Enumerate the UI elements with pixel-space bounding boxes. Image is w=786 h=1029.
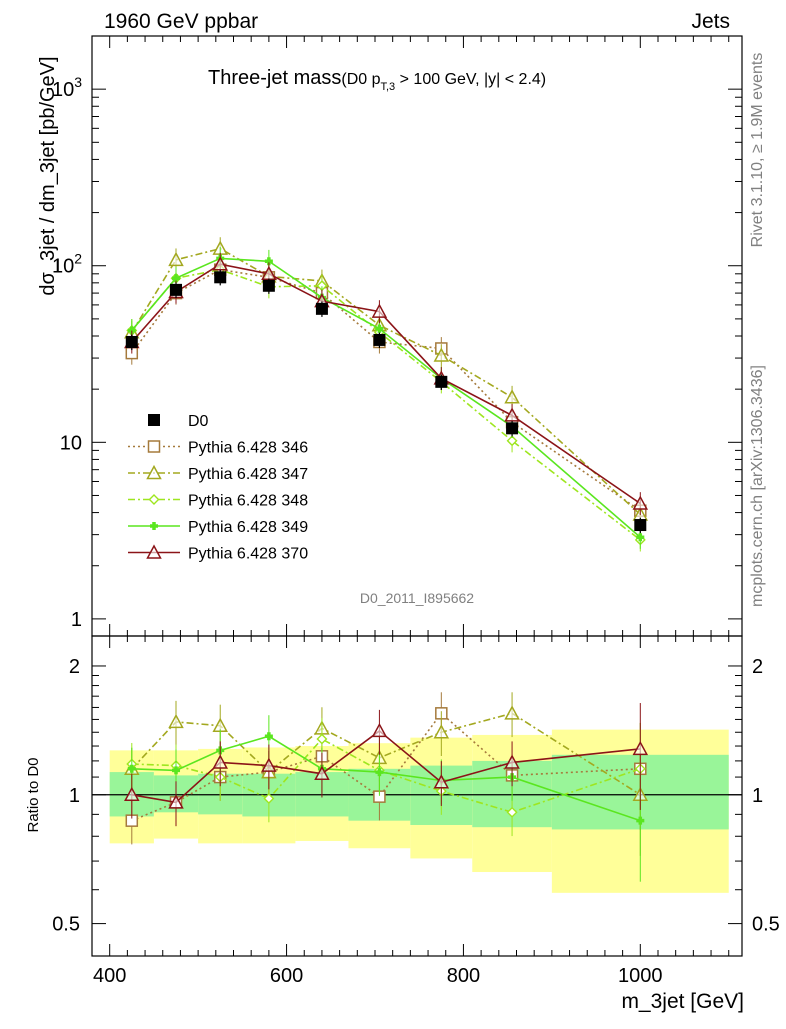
data-point <box>506 435 518 447</box>
ratio-point <box>127 764 136 773</box>
ratio-point <box>168 794 184 809</box>
ratio-series-pythia-6-428-370 <box>124 703 649 827</box>
x-axis-label: m_3jet [GeV] <box>621 990 744 1013</box>
legend-label: Pythia 6.428 347 <box>188 466 308 483</box>
ratio-point <box>316 733 328 745</box>
legend-marker <box>148 414 160 426</box>
ratio-y-tick-label: 2 <box>69 656 80 678</box>
ratio-point <box>371 722 388 738</box>
data-point <box>433 347 450 362</box>
data-point <box>504 407 520 422</box>
main-y-label: dσ_3jet / dm_3jet [pb/GeV] <box>37 56 59 295</box>
ratio-point <box>506 806 518 818</box>
y-tick-label: 10 <box>60 432 82 454</box>
ratio-point <box>504 754 520 769</box>
legend: D0 Pythia 6.428 346 Pythia 6.428 347 Pythia… <box>128 413 308 563</box>
legend-entry: Pythia 6.428 370 <box>128 544 308 563</box>
data-point <box>315 302 328 315</box>
ratio-point <box>261 757 277 772</box>
ratio-point <box>263 793 275 805</box>
ratio-panel: 400 600 800 1000 0.5 0.5 1 1 2 2 Ratio to D0 m_3j… <box>25 635 780 1013</box>
x-tick-label: 1000 <box>618 965 663 987</box>
ratio-y-tick-label-right: 2 <box>752 656 763 678</box>
legend-label: Pythia 6.428 346 <box>188 440 308 457</box>
legend-entry: Pythia 6.428 346 <box>128 440 308 457</box>
series-d0 <box>125 269 647 534</box>
legend-label: Pythia 6.428 370 <box>188 546 308 563</box>
data-point <box>168 251 184 267</box>
energy-label: 1960 GeV ppbar <box>104 10 258 33</box>
ratio-y-tick-label-right: 0.5 <box>752 914 780 936</box>
data-point <box>262 279 275 292</box>
legend-marker <box>146 544 162 559</box>
ratio-point <box>124 786 140 802</box>
data-point <box>371 303 388 318</box>
y-tick-label: 102 <box>52 251 82 278</box>
process-label: Jets <box>691 10 730 33</box>
y-tick-label: 103 <box>52 74 82 101</box>
ratio-y-tick-label-right: 1 <box>752 785 763 807</box>
data-point <box>375 324 384 333</box>
x-tick-label: 400 <box>93 965 126 987</box>
legend-marker <box>147 440 161 453</box>
legend-marker <box>148 494 160 505</box>
legend-entry: D0 <box>148 413 209 430</box>
series-line <box>131 268 641 512</box>
ratio-point <box>168 713 184 729</box>
data-point <box>214 271 227 284</box>
legend-label: Pythia 6.428 349 <box>188 519 308 536</box>
ratio-point <box>433 774 450 789</box>
ratio-point <box>212 754 228 769</box>
title-detail-b: > 100 GeV, |y| < 2.4) <box>395 71 546 88</box>
x-tick-label: 800 <box>447 965 480 987</box>
data-point <box>212 256 228 271</box>
data-point <box>632 495 649 510</box>
title-detail-sub: T,3 <box>381 81 396 93</box>
data-point <box>125 335 138 348</box>
ratio-point <box>314 765 330 780</box>
legend-label: D0 <box>188 413 209 430</box>
data-point <box>504 389 520 404</box>
ratio-point <box>632 740 649 756</box>
ratio-point <box>636 816 645 825</box>
ratio-y-label: Ratio to D0 <box>25 757 42 832</box>
data-point <box>636 533 645 542</box>
data-point <box>373 333 386 346</box>
main-panel: 1 10 102 103 D0 Pythia 6.428 346 Pythia 6.428… <box>37 35 743 637</box>
main-series <box>124 237 649 552</box>
ratio-point <box>172 766 181 775</box>
title-main: Three-jet mass <box>208 67 341 89</box>
legend-marker <box>146 464 162 480</box>
ratio-axes: 400 600 800 1000 0.5 0.5 1 1 2 2 <box>52 635 780 987</box>
ratio-frame <box>91 635 743 957</box>
legend-entry: Pythia 6.428 347 <box>128 464 308 483</box>
data-point <box>506 422 519 435</box>
legend-label: Pythia 6.428 348 <box>188 493 308 510</box>
y-tick-label: 1 <box>71 609 82 631</box>
ratio-y-tick-label: 1 <box>69 785 80 807</box>
main-axes: 1 10 102 103 <box>52 35 743 637</box>
ratio-y-tick-label: 0.5 <box>52 914 80 936</box>
ratio-series <box>124 692 649 882</box>
data-point <box>170 283 183 296</box>
x-tick-label: 600 <box>270 965 303 987</box>
legend-entry: Pythia 6.428 348 <box>128 493 308 510</box>
ratio-point <box>264 732 273 741</box>
series-line <box>131 247 641 516</box>
data-point <box>634 519 647 532</box>
ratio-point <box>375 768 384 777</box>
mcplots-label: mcplots.cern.ch [arXiv:1306.3436] <box>749 365 766 607</box>
legend-entry: Pythia 6.428 349 <box>128 519 308 536</box>
ratio-point <box>504 705 520 720</box>
legend-marker <box>150 522 158 530</box>
title-detail-a: (D0 p <box>341 71 380 88</box>
plot-title: Three-jet mass(D0 pT,3 > 100 GeV, |y| < … <box>208 67 546 93</box>
analysis-id: D0_2011_I895662 <box>360 590 474 606</box>
data-point <box>435 375 448 388</box>
ratio-point <box>433 724 450 739</box>
rivet-label: Rivet 3.1.10, ≥ 1.9M events <box>749 53 766 248</box>
